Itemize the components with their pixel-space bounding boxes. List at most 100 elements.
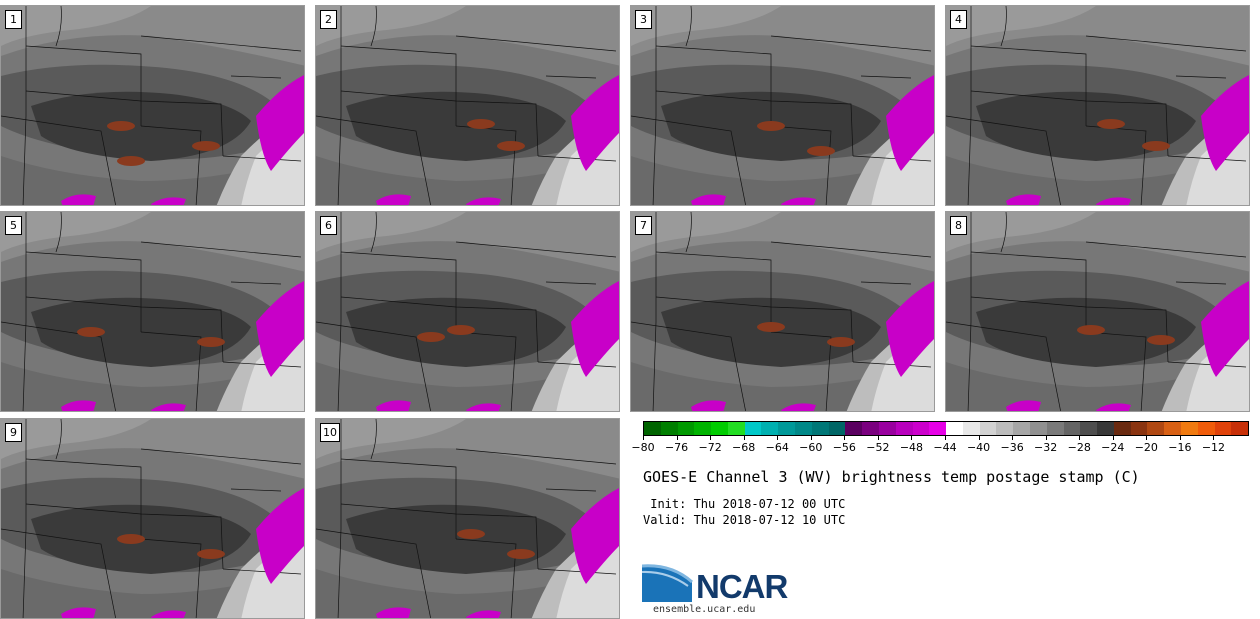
- colorbar-swatch: [795, 422, 812, 435]
- colorbar-swatch: [1164, 422, 1181, 435]
- colorbar-swatch: [1013, 422, 1030, 435]
- colorbar-swatch: [895, 422, 913, 435]
- colorbar-swatch: [1080, 422, 1098, 435]
- colorbar-tick: [945, 436, 946, 440]
- water-vapor-map: [946, 212, 1249, 411]
- colorbar-swatch: [845, 422, 863, 435]
- colorbar-swatch: [929, 422, 947, 435]
- colorbar-tick: [978, 436, 980, 440]
- colorbar-tick-label: −28: [1067, 441, 1091, 454]
- colorbar-swatch: [694, 422, 712, 435]
- colorbar-tick: [1012, 436, 1014, 440]
- ensemble-member-panel: 7: [630, 211, 935, 412]
- colorbar-swatch: [1214, 422, 1232, 435]
- colorbar-tick: [710, 436, 712, 440]
- colorbar-tick-label: −48: [899, 441, 924, 454]
- colorbar-tick-label: −12: [1201, 441, 1226, 454]
- site-url[interactable]: ensemble.ucar.edu: [653, 604, 756, 615]
- colorbar-tick: [743, 436, 745, 440]
- ensemble-member-panel: 10: [315, 418, 620, 619]
- colorbar-tick: [777, 436, 779, 440]
- panel-number-label: 10: [320, 423, 340, 442]
- colorbar: [643, 421, 1249, 436]
- colorbar-swatch: [996, 422, 1014, 435]
- colorbar-swatch: [1046, 422, 1064, 435]
- water-vapor-map: [316, 419, 619, 618]
- colorbar-swatch: [744, 422, 762, 435]
- panel-number-label: 1: [5, 10, 22, 29]
- colorbar-tick: [1146, 436, 1148, 440]
- colorbar-tick-label: −40: [966, 441, 991, 454]
- ensemble-member-panel: 8: [945, 211, 1250, 412]
- colorbar-swatch: [1063, 422, 1081, 435]
- colorbar-swatch: [660, 422, 678, 435]
- colorbar-tick: [1179, 436, 1181, 440]
- colorbar-swatch: [811, 422, 829, 435]
- colorbar-tick-label: −56: [832, 441, 856, 454]
- water-vapor-map: [631, 212, 934, 411]
- colorbar-tick: [877, 436, 879, 440]
- water-vapor-map: [1, 212, 304, 411]
- colorbar-tick-label: −72: [698, 441, 722, 454]
- colorbar-tick-label: −76: [664, 441, 689, 454]
- colorbar-tick: [1112, 436, 1114, 440]
- colorbar-swatch: [711, 422, 728, 435]
- panel-number-label: 3: [635, 10, 652, 29]
- colorbar-tick: [676, 436, 678, 440]
- colorbar-swatch: [644, 422, 661, 435]
- colorbar-swatch: [912, 422, 930, 435]
- panel-number-label: 6: [320, 216, 337, 235]
- colorbar-swatch: [1197, 422, 1215, 435]
- water-vapor-map: [316, 6, 619, 205]
- page-title: GOES-E Channel 3 (WV) brightness temp po…: [643, 468, 1140, 486]
- colorbar-swatch: [1130, 422, 1148, 435]
- ensemble-member-panel: 3: [630, 5, 935, 206]
- colorbar-tick-label: −68: [732, 441, 756, 454]
- ensemble-member-panel: 5: [0, 211, 305, 412]
- colorbar-swatch: [962, 422, 980, 435]
- water-vapor-map: [316, 212, 619, 411]
- ensemble-member-panel: 6: [315, 211, 620, 412]
- ensemble-member-panel: 1: [0, 5, 305, 206]
- panel-number-label: 4: [950, 10, 967, 29]
- colorbar-swatch: [761, 422, 779, 435]
- colorbar-tick: [1213, 436, 1215, 440]
- colorbar-swatch: [946, 422, 963, 435]
- init-time: Init: Thu 2018-07-12 00 UTC: [643, 497, 846, 511]
- water-vapor-map: [1, 6, 304, 205]
- colorbar-swatch: [862, 422, 879, 435]
- colorbar-tick-label: −80: [631, 441, 655, 454]
- ensemble-member-panel: 2: [315, 5, 620, 206]
- colorbar-swatch: [1113, 422, 1131, 435]
- valid-time: Valid: Thu 2018-07-12 10 UTC: [643, 513, 846, 527]
- colorbar-swatch: [1231, 422, 1249, 435]
- panel-number-label: 2: [320, 10, 337, 29]
- colorbar-swatch: [778, 422, 796, 435]
- colorbar-tick: [643, 436, 644, 440]
- colorbar-tick-label: −36: [1000, 441, 1024, 454]
- colorbar-tick: [1045, 436, 1047, 440]
- colorbar-tick-label: −32: [1034, 441, 1058, 454]
- water-vapor-map: [1, 419, 304, 618]
- colorbar-swatch: [979, 422, 997, 435]
- ensemble-member-panel: 4: [945, 5, 1250, 206]
- colorbar-tick-label: −24: [1101, 441, 1125, 454]
- water-vapor-map: [946, 6, 1249, 205]
- colorbar-tick-label: −52: [866, 441, 890, 454]
- colorbar-ticks: −80 −76 −72 −68 −64 −60 −56 −52 −48 −44 −40 −36 −32−…: [631, 436, 1249, 456]
- panel-number-label: 7: [635, 216, 652, 235]
- ncar-wordmark: NCAR: [696, 568, 788, 605]
- colorbar-tick-label: −64: [765, 441, 789, 454]
- colorbar-tick: [844, 436, 846, 440]
- colorbar-tick-label: −16: [1168, 441, 1192, 454]
- panel-number-label: 5: [5, 216, 22, 235]
- colorbar-swatch: [727, 422, 745, 435]
- colorbar-swatch: [828, 422, 846, 435]
- colorbar-swatch: [677, 422, 695, 435]
- colorbar-swatch: [1181, 422, 1198, 435]
- colorbar-swatch: [1029, 422, 1047, 435]
- colorbar-tick-label: −60: [799, 441, 823, 454]
- panel-number-label: 9: [5, 423, 22, 442]
- water-vapor-map: [631, 6, 934, 205]
- colorbar-tick: [810, 436, 812, 440]
